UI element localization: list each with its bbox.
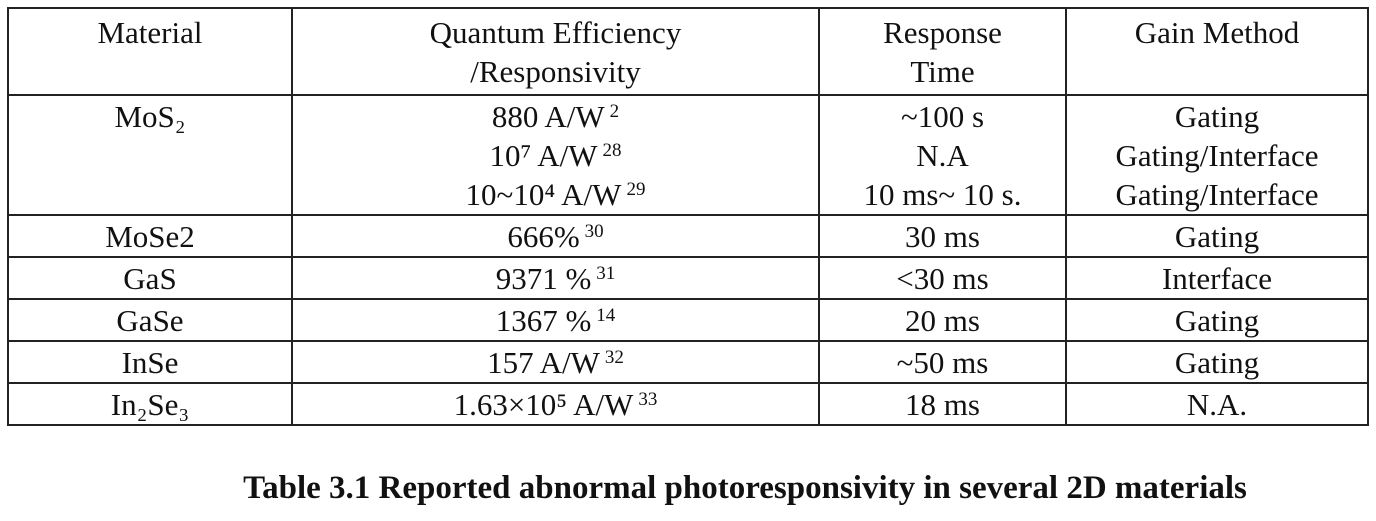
efficiency-line: 157 A/W 32 (293, 343, 818, 382)
header-cell: Response Time (818, 7, 1067, 96)
table-row: GaS 9371 % 31 <30 ms Interface (7, 256, 1369, 300)
gain-line: Gating (1174, 303, 1260, 338)
efficiency-value: 9371 % (495, 261, 592, 296)
gain-cell: Gating (1065, 340, 1369, 384)
table-row: MoSe2 666% 30 30 ms Gating (7, 214, 1369, 258)
header-line: Material (97, 15, 203, 50)
material-cell: MoS₂ (7, 94, 293, 216)
reference: 29 (626, 179, 646, 200)
gain-line: Gating (1174, 345, 1260, 380)
response-cell: 30 ms (818, 214, 1067, 258)
efficiency-line: 10⁷ A/W 28 (293, 136, 818, 175)
efficiency-value: 10~10⁴ A/W (465, 177, 622, 212)
gain-line: Interface (1161, 261, 1273, 296)
header-line: Time (910, 54, 975, 89)
gain-cell: N.A. (1065, 382, 1369, 426)
reference: 30 (584, 221, 604, 242)
reference: 14 (596, 305, 616, 326)
header-cell: Material (7, 7, 293, 96)
reference: 33 (638, 389, 658, 410)
gain-cell: Gating (1065, 214, 1369, 258)
efficiency-cell: 9371 % 31 (291, 256, 820, 300)
gain-line: Gating (1174, 219, 1260, 254)
header-row: Material Quantum Efficiency/Responsivity R… (7, 7, 1369, 96)
material-cell: GaS (7, 256, 293, 300)
efficiency-line: 9371 % 31 (293, 259, 818, 298)
table-caption: Table 3.1 Reported abnormal photorespons… (243, 470, 1247, 506)
reference: 31 (596, 263, 616, 284)
efficiency-value: 666% (507, 219, 580, 254)
reference: 32 (604, 347, 624, 368)
gain-line: Gating/Interface (1115, 138, 1319, 173)
gain-cell: Gating (1065, 298, 1369, 342)
table-row: In₂Se₃ 1.63×10⁵ A/W 33 18 ms N.A. (7, 382, 1369, 426)
header-cell: Gain Method (1065, 7, 1369, 96)
response-line: ~50 ms (896, 345, 989, 380)
efficiency-cell: 157 A/W 32 (291, 340, 820, 384)
material-cell: InSe (7, 340, 293, 384)
table-row: InSe 157 A/W 32 ~50 ms Gating (7, 340, 1369, 384)
response-line: 10 ms~ 10 s. (863, 177, 1022, 212)
response-line: 18 ms (905, 387, 980, 422)
table-head: Material Quantum Efficiency/Responsivity R… (7, 7, 1369, 96)
response-cell: 18 ms (818, 382, 1067, 426)
reference: 2 (609, 101, 620, 122)
table-row: GaSe 1367 % 14 20 ms Gating (7, 298, 1369, 342)
header-line: Response (883, 15, 1002, 50)
efficiency-line: 10~10⁴ A/W 29 (293, 175, 818, 214)
data-table: Material Quantum Efficiency/Responsivity R… (7, 7, 1369, 426)
material-cell: In₂Se₃ (7, 382, 293, 426)
response-line: ~100 s (900, 99, 985, 134)
efficiency-value: 1367 % (495, 303, 592, 338)
response-cell: ~50 ms (818, 340, 1067, 384)
reference: 28 (602, 140, 622, 161)
header-line: /Responsivity (470, 54, 641, 89)
material-cell: MoSe2 (7, 214, 293, 258)
efficiency-value: 157 A/W (487, 345, 600, 380)
efficiency-value: 10⁷ A/W (489, 138, 598, 173)
response-cell: <30 ms (818, 256, 1067, 300)
gain-line: Gating (1174, 99, 1260, 134)
efficiency-value: 1.63×10⁵ A/W (453, 387, 634, 422)
efficiency-cell: 1.63×10⁵ A/W 33 (291, 382, 820, 426)
efficiency-cell: 666% 30 (291, 214, 820, 258)
response-cell: ~100 s N.A 10 ms~ 10 s. (818, 94, 1067, 216)
efficiency-value: 880 A/W (491, 99, 605, 134)
efficiency-line: 880 A/W 2 (293, 97, 818, 136)
efficiency-cell: 880 A/W 2 10⁷ A/W 28 10~10⁴ A/W 29 (291, 94, 820, 216)
gain-line: N.A. (1186, 387, 1248, 422)
header-line: Gain Method (1134, 15, 1300, 50)
header-line: Quantum Efficiency (429, 15, 682, 50)
response-line: <30 ms (896, 261, 989, 296)
material-cell: GaSe (7, 298, 293, 342)
gain-line: Gating/Interface (1115, 177, 1319, 212)
efficiency-cell: 1367 % 14 (291, 298, 820, 342)
response-line: 30 ms (905, 219, 980, 254)
efficiency-line: 666% 30 (293, 217, 818, 256)
response-line: 20 ms (905, 303, 980, 338)
header-cell: Quantum Efficiency/Responsivity (291, 7, 820, 96)
gain-cell: Gating Gating/Interface Gating/Interface (1065, 94, 1369, 216)
gain-cell: Interface (1065, 256, 1369, 300)
response-line: N.A (916, 138, 969, 173)
response-cell: 20 ms (818, 298, 1067, 342)
efficiency-line: 1367 % 14 (293, 301, 818, 340)
efficiency-line: 1.63×10⁵ A/W 33 (293, 385, 818, 424)
